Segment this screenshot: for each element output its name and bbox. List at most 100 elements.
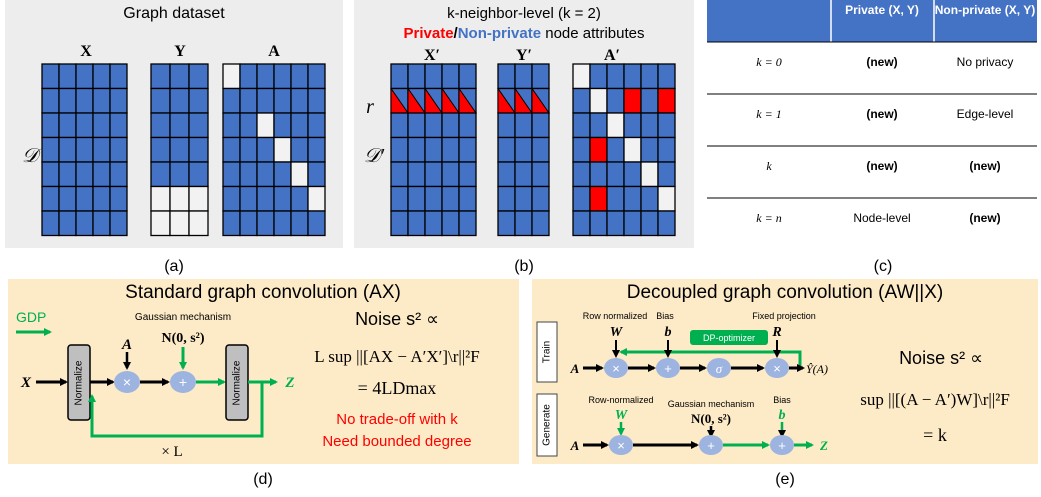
matrix-x-prime-cell <box>458 112 477 139</box>
matrix-x-prime-cell <box>441 112 460 139</box>
matrix-x-prime-cell <box>424 112 443 139</box>
matrix-a-prime-cell <box>657 87 676 114</box>
matrix-y-cell <box>169 136 190 163</box>
matrix-a-cell <box>222 63 241 90</box>
matrix-x-cell <box>75 210 94 237</box>
multiply-symbol: × <box>123 374 131 390</box>
matrix-y-prime-cell <box>531 136 550 163</box>
matrix-y-cell <box>150 136 171 163</box>
train-w-label: W <box>610 325 624 340</box>
sigma-symbol: σ <box>716 361 723 376</box>
dataset-d-prime-label: 𝒟′ <box>364 145 385 167</box>
table-header-private: Private (X, Y) <box>845 3 919 17</box>
matrix-x-cell <box>58 185 77 212</box>
matrix-a-prime-cell <box>657 136 676 163</box>
table-row-k-label: k = 0 <box>756 55 781 69</box>
noise-formula-d-line2: = 4LDmax <box>358 378 437 398</box>
panel-e-title: Decoupled graph convolution (AW||X) <box>627 282 944 303</box>
matrix-a-cell <box>239 136 258 163</box>
matrix-a-cell <box>256 87 275 114</box>
matrix-x-prime-cell <box>407 63 426 90</box>
matrix-x-label: X <box>80 43 92 60</box>
input-a-label: A <box>121 337 132 353</box>
matrix-x-prime-label: X′ <box>424 47 440 64</box>
matrix-x-prime-cell <box>441 136 460 163</box>
matrix-a-prime-cell <box>589 161 608 188</box>
matrix-a-prime-cell <box>606 210 625 237</box>
private-word: Private <box>404 25 454 42</box>
matrix-x-prime-cell <box>390 161 409 188</box>
matrix-a-prime-cell <box>623 87 642 114</box>
panel-e: Decoupled graph convolution (AW||X) Trai… <box>532 279 1038 464</box>
output-z-label: Z <box>284 375 294 391</box>
table-cell: (new) <box>866 159 897 173</box>
matrix-a-cell <box>273 63 292 90</box>
matrix-a-prime-cell <box>572 112 591 139</box>
matrix-x-prime-cell <box>407 185 426 212</box>
matrix-x-cell <box>41 210 60 237</box>
note-no-tradeoff: No trade-off with k <box>336 411 458 428</box>
matrix-x-prime-cell <box>407 161 426 188</box>
matrix-x-prime-cell <box>441 185 460 212</box>
matrix-a-cell <box>222 185 241 212</box>
matrix-a-prime-cell <box>640 87 659 114</box>
matrix-a-prime-cell <box>640 63 659 90</box>
train-projection-symbol: × <box>773 361 781 376</box>
matrix-x-prime-cell <box>390 136 409 163</box>
matrix-x-prime-cell <box>407 112 426 139</box>
matrix-a-cell <box>256 161 275 188</box>
matrix-x-cell <box>58 112 77 139</box>
matrix-y-cell <box>150 185 171 212</box>
matrix-x-prime-cell <box>424 63 443 90</box>
matrix-y-prime-cell <box>531 185 550 212</box>
matrix-x-prime-cell <box>424 136 443 163</box>
generate-multiply-symbol: × <box>617 438 625 453</box>
matrix-y-cell <box>188 161 209 188</box>
table-cell: (new) <box>866 107 897 121</box>
matrix-x-prime-cell <box>458 136 477 163</box>
matrix-x-cell <box>92 185 111 212</box>
matrix-y-prime-label: Y′ <box>516 47 532 64</box>
table-header-nonprivate: Non-private (X, Y) <box>935 3 1035 17</box>
matrix-y-prime-cell <box>497 185 516 212</box>
generate-noise-add-node <box>699 435 723 455</box>
noise-formula-e-line1: sup ||[(A − A′)W]\r||²F <box>860 390 1010 409</box>
matrix-x-cell <box>75 112 94 139</box>
matrix-x-cell <box>41 136 60 163</box>
matrix-a-cell <box>222 112 241 139</box>
matrix-a-prime-cell <box>657 161 676 188</box>
matrix-x-prime-cell <box>390 112 409 139</box>
matrix-y-prime-cell <box>497 161 516 188</box>
matrix-x-cell <box>92 210 111 237</box>
generate-bias-node <box>770 435 794 455</box>
caption-d: (d) <box>253 471 273 488</box>
matrix-x-prime-cell <box>441 161 460 188</box>
generate-output-z: Z <box>819 438 828 453</box>
matrix-y-prime-cell <box>514 112 533 139</box>
matrix-x-cell <box>41 185 60 212</box>
noise-title-d: Noise s² ∝ <box>355 309 439 329</box>
matrix-x-cell <box>75 87 94 114</box>
matrix-x-cell <box>58 210 77 237</box>
multiply-node <box>114 371 140 393</box>
table-cell: (new) <box>969 159 1000 173</box>
matrix-a-cell <box>222 210 241 237</box>
matrix-x <box>41 63 128 237</box>
train-tag <box>536 321 558 383</box>
matrix-a-prime-cell <box>657 210 676 237</box>
generate-multiply-node <box>609 435 633 455</box>
matrix-a-prime-cell <box>572 210 591 237</box>
matrix-x-prime-cell <box>424 210 443 237</box>
matrix-x-prime-cell <box>424 185 443 212</box>
matrix-y-cell <box>188 63 209 90</box>
noise-formula-e-line2: = k <box>923 425 947 445</box>
train-add-symbol: + <box>664 361 672 376</box>
matrix-y-prime-cell <box>514 136 533 163</box>
matrix-a-prime-cell <box>589 112 608 139</box>
matrix-x-cell <box>92 87 111 114</box>
matrix-a <box>222 63 326 237</box>
matrix-x-cell <box>58 87 77 114</box>
matrix-a-cell <box>239 185 258 212</box>
train-b-label: b <box>665 325 672 340</box>
matrix-x-prime-cell <box>407 136 426 163</box>
